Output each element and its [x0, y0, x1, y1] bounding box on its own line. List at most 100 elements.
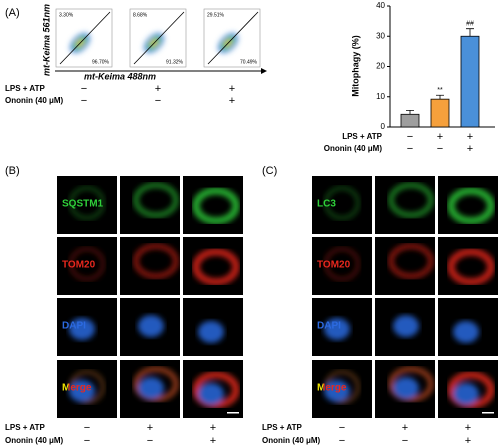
cytoplasm	[133, 243, 179, 279]
condition-mark: +	[147, 422, 153, 434]
cell-signal	[138, 315, 164, 338]
nucleus	[69, 318, 95, 340]
nucleus	[393, 377, 419, 400]
cell-signal	[192, 371, 240, 409]
scale-bar	[227, 412, 239, 414]
cytoplasm	[133, 366, 179, 402]
cell-signal	[324, 186, 360, 220]
condition-mark: −	[437, 143, 443, 155]
nucleus	[393, 315, 419, 338]
y-tick-label: 10	[376, 92, 385, 101]
row-label: Merge	[317, 383, 347, 394]
cytoplasm	[133, 182, 179, 218]
nucleus	[138, 315, 164, 338]
condition-mark: +	[402, 422, 408, 434]
condition-mark: −	[407, 143, 413, 155]
y-tick-label: 30	[376, 31, 385, 40]
condition-label: Ononin (40 μM)	[324, 144, 383, 153]
cytoplasm	[388, 243, 434, 279]
cytoplasm	[69, 186, 105, 220]
error-bar	[436, 94, 444, 100]
gate-line	[207, 11, 259, 65]
significance: ##	[466, 21, 474, 28]
nucleus	[324, 380, 350, 402]
condition-mark: +	[210, 422, 216, 434]
nucleus	[324, 318, 350, 340]
cell-signal	[447, 248, 495, 286]
condition-mark: +	[467, 143, 473, 155]
error-bar	[406, 109, 414, 115]
micrograph	[57, 176, 117, 234]
gate-lower-pct: 91.32%	[166, 59, 184, 65]
condition-mark: +	[155, 83, 161, 95]
gate-upper-pct: 8.68%	[133, 12, 148, 18]
cell-signal	[453, 320, 479, 343]
row-label: TOM20	[62, 260, 96, 271]
condition-mark: +	[210, 435, 216, 447]
micrograph	[57, 237, 117, 295]
flow-y-label: mt-Keima 561nm	[41, 4, 51, 76]
cytoplasm	[447, 371, 495, 409]
cell-signal	[447, 187, 495, 225]
condition-mark: +	[467, 131, 473, 143]
condition-label: Ononin (40 μM)	[262, 436, 321, 445]
condition-label: LPS + ATP	[342, 132, 382, 141]
gate-upper-pct: 29.51%	[207, 12, 225, 18]
condition-mark: +	[229, 83, 235, 95]
cell-signal	[133, 366, 179, 402]
cytoplasm	[69, 247, 105, 281]
cell-signal	[198, 320, 224, 343]
bar	[400, 113, 420, 128]
error-bar	[466, 28, 474, 37]
cytoplasm	[447, 187, 495, 225]
cytoplasm	[388, 366, 434, 402]
row-label: SQSTM1	[62, 199, 104, 210]
gate-upper-pct: 3.30%	[59, 12, 74, 18]
cell-signal	[69, 318, 95, 340]
cytoplasm	[192, 248, 240, 286]
condition-label: LPS + ATP	[5, 84, 45, 93]
row-label: TOM20	[317, 260, 351, 271]
cell-signal	[133, 243, 179, 279]
row-label: DAPI	[317, 321, 341, 332]
cell-signal	[393, 315, 419, 338]
panel-label: (B)	[5, 165, 20, 177]
condition-label: Ononin (40 μM)	[5, 96, 64, 105]
bar	[460, 35, 480, 128]
condition-label: Ononin (40 μM)	[5, 436, 64, 445]
cytoplasm	[324, 247, 360, 281]
cell-signal	[324, 370, 360, 404]
nucleus	[198, 320, 224, 343]
row-label: LC3	[317, 199, 336, 210]
y-tick-label: 40	[376, 1, 385, 10]
cell-signal	[69, 186, 105, 220]
condition-mark: −	[81, 95, 87, 107]
nucleus	[69, 380, 95, 402]
condition-mark: −	[339, 435, 345, 447]
cytoplasm	[192, 371, 240, 409]
gate-lower-pct: 70.49%	[240, 59, 258, 65]
row-label: Merge	[62, 383, 92, 394]
condition-mark: +	[437, 131, 443, 143]
gate-line	[133, 11, 185, 65]
condition-mark: −	[407, 131, 413, 143]
bar	[430, 98, 450, 128]
cytoplasm	[192, 187, 240, 225]
condition-label: LPS + ATP	[262, 423, 302, 432]
condition-mark: +	[465, 435, 471, 447]
gate-line	[59, 11, 111, 65]
cytoplasm	[447, 248, 495, 286]
cell-signal	[324, 318, 350, 340]
flow-x-label: mt-Keima 488nm	[84, 71, 156, 81]
condition-mark: −	[81, 83, 87, 95]
cell-signal	[388, 243, 434, 279]
condition-mark: −	[84, 435, 90, 447]
micrograph	[312, 176, 372, 234]
cell-signal	[388, 182, 434, 218]
panel-label: (A)	[5, 7, 20, 19]
cell-signal	[388, 366, 434, 402]
y-axis-label: Mitophagy (%)	[350, 35, 360, 97]
gate-lower-pct: 96.70%	[92, 59, 110, 65]
cell-signal	[192, 187, 240, 225]
